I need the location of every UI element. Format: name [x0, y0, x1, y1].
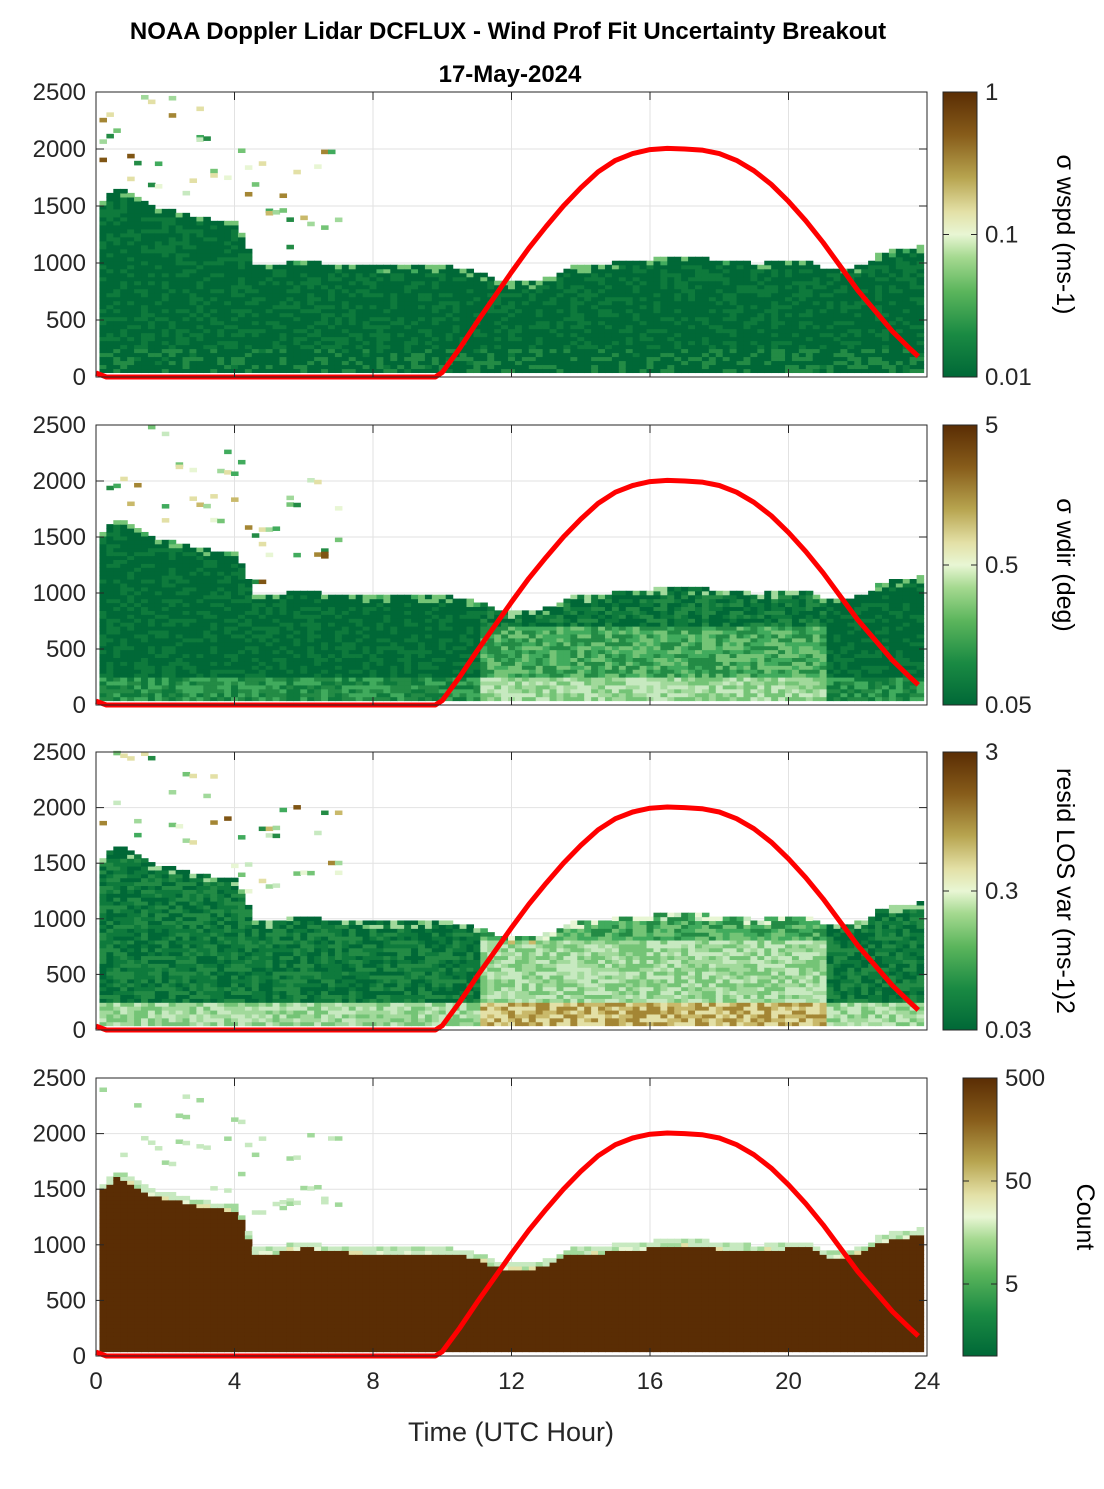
chart-subtitle: 17-May-2024	[439, 61, 582, 88]
y-tick-label: 500	[46, 307, 86, 334]
colorbar-tick-label: 0.5	[985, 552, 1018, 579]
y-tick-label: 2000	[33, 136, 86, 163]
x-tick-label: 12	[498, 1368, 525, 1395]
panel-2: 0 500 1000 1500 2000 2500 0.05 0.5 5 σ wdir (deg)	[33, 412, 1079, 719]
colorbar-label: Count	[1071, 1184, 1099, 1251]
y-tick-label: 0	[73, 692, 86, 719]
y-tick-label: 0	[73, 364, 86, 391]
x-tick-label: 16	[637, 1368, 664, 1395]
colorbar-tick-label: 0.3	[985, 878, 1018, 905]
y-tick-label: 1500	[33, 1176, 86, 1203]
colorbar-tick-label: 0.05	[985, 692, 1032, 719]
heatmap-cells	[99, 750, 925, 1027]
x-tick-label: 4	[228, 1368, 241, 1395]
y-tick-label: 2500	[33, 412, 86, 439]
heatmap-cells	[99, 424, 925, 702]
chart-title: NOAA Doppler Lidar DCFLUX - Wind Prof Fi…	[130, 18, 886, 45]
heatmap-cells	[99, 1087, 925, 1353]
colorbar-tick-label: 500	[1005, 1065, 1045, 1092]
y-tick-label: 1500	[33, 850, 86, 877]
colorbar: 0.03 0.3 3 resid LOS var (ms-1)2	[942, 739, 1079, 1044]
y-tick-label: 2500	[33, 1065, 86, 1092]
colorbar-label: σ wdir (deg)	[1051, 498, 1079, 632]
y-tick-label: 500	[46, 636, 86, 663]
y-tick-label: 0	[73, 1017, 86, 1044]
colorbar-tick-label: 0.01	[985, 364, 1032, 391]
colorbar-tick-label: 0.03	[985, 1017, 1032, 1044]
colorbar-tick-label: 3	[985, 739, 998, 766]
colorbar-tick-label: 5	[985, 412, 998, 439]
y-tick-label: 2500	[33, 79, 86, 106]
colorbar-tick-label: 1	[985, 79, 998, 106]
y-tick-label: 2000	[33, 1121, 86, 1148]
colorbar: 0.01 0.1 1 σ wspd (ms-1)	[942, 79, 1079, 391]
y-tick-label: 1500	[33, 193, 86, 220]
panel-4: 0 500 1000 1500 2000 2500 0 4 8 12 16 20 24 5 50 500 Cou…	[33, 1065, 1099, 1395]
heatmap-cells	[99, 94, 925, 374]
colorbar: 5 50 500 Count	[962, 1065, 1099, 1357]
x-tick-label: 8	[366, 1368, 379, 1395]
y-tick-label: 2000	[33, 468, 86, 495]
colorbar-tick-label: 5	[1005, 1271, 1018, 1298]
y-tick-label: 1000	[33, 906, 86, 933]
y-tick-label: 500	[46, 961, 86, 988]
y-tick-label: 1000	[33, 250, 86, 277]
y-tick-label: 2500	[33, 739, 86, 766]
colorbar: 0.05 0.5 5 σ wdir (deg)	[942, 412, 1079, 719]
y-tick-label: 1000	[33, 1232, 86, 1259]
y-tick-label: 500	[46, 1287, 86, 1314]
colorbar-tick-label: 0.1	[985, 222, 1018, 249]
x-tick-label: 0	[89, 1368, 102, 1395]
panel-3: 0 500 1000 1500 2000 2500 0.03 0.3 3 resid LOS va…	[33, 739, 1079, 1044]
colorbar-tick-label: 50	[1005, 1168, 1032, 1195]
x-tick-label: 24	[914, 1368, 941, 1395]
y-tick-label: 2000	[33, 795, 86, 822]
colorbar-label: resid LOS var (ms-1)2	[1051, 768, 1079, 1014]
x-tick-label: 20	[775, 1368, 802, 1395]
colorbar-label: σ wspd (ms-1)	[1051, 155, 1079, 315]
x-axis-label: Time (UTC Hour)	[408, 1417, 614, 1447]
y-tick-label: 1500	[33, 524, 86, 551]
y-tick-label: 1000	[33, 580, 86, 607]
y-tick-label: 0	[73, 1343, 86, 1370]
panel-1: 0 500 1000 1500 2000 2500 0.01 0.1 1 σ wspd (ms-1…	[33, 79, 1079, 391]
